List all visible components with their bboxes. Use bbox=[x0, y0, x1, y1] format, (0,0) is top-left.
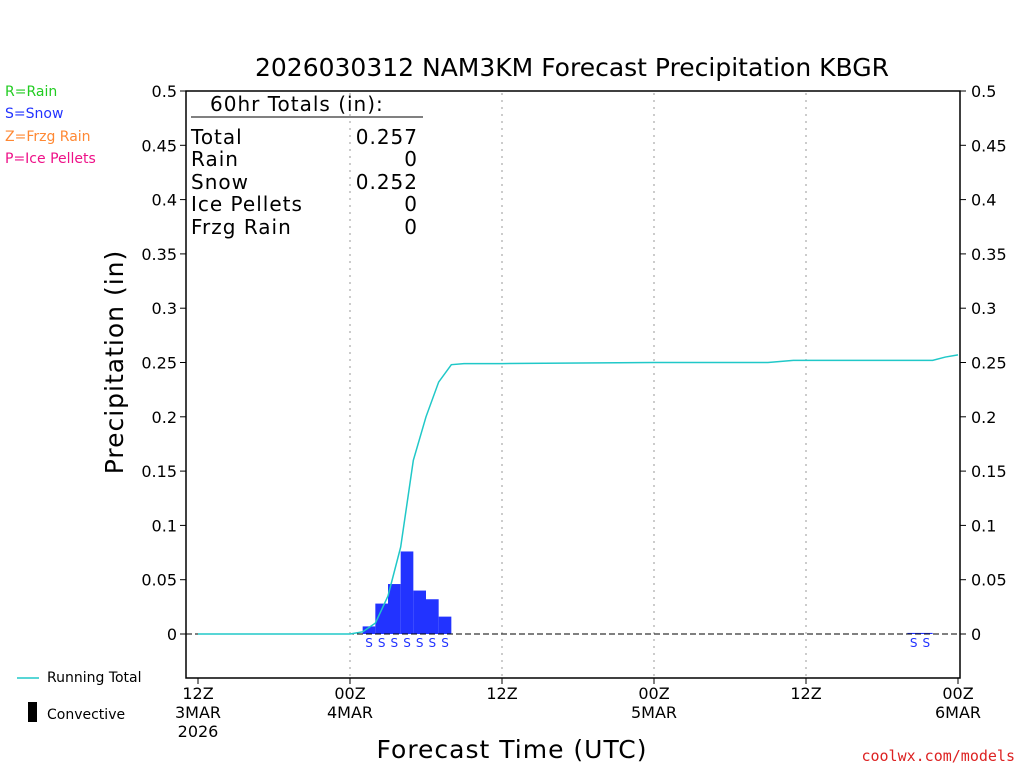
y-axis-ticks: 0.5 0.5 0.45 0.45 0.4 0.4 0.35 0.35 0.3 0.3 0.25 0.… bbox=[141, 82, 1006, 644]
precip-type-label: S bbox=[429, 636, 437, 650]
y-tick-label-left: 0.05 bbox=[141, 571, 177, 590]
y-tick-label-right: 0.45 bbox=[971, 136, 1007, 155]
y-tick-label-left: 0.5 bbox=[152, 82, 177, 101]
x-axis-label: Forecast Time (UTC) bbox=[377, 735, 648, 764]
totals-header: 60hr Totals (in): bbox=[210, 92, 384, 116]
precip-type-label: S bbox=[910, 636, 918, 650]
precip-type-label: S bbox=[391, 636, 399, 650]
x-tick-label: 3MAR bbox=[175, 703, 221, 722]
y-tick-label-right: 0.5 bbox=[971, 82, 996, 101]
totals-box: 60hr Totals (in): Total 0.257 Rain 0 Sno… bbox=[190, 92, 423, 239]
watermark-url: coolwx.com/models bbox=[861, 747, 1015, 765]
precip-bar bbox=[400, 551, 414, 634]
totals-value-total: 0.257 bbox=[356, 125, 418, 149]
precip-type-label: S bbox=[403, 636, 411, 650]
y-tick-label-left: 0.25 bbox=[141, 354, 177, 373]
precip-bar bbox=[413, 590, 426, 634]
totals-label-total: Total bbox=[190, 125, 243, 149]
totals-label-ice-pellets: Ice Pellets bbox=[191, 192, 303, 216]
x-tick-label: 12Z bbox=[182, 684, 213, 703]
y-tick-label-right: 0.05 bbox=[971, 571, 1007, 590]
y-tick-label-left: 0.1 bbox=[152, 516, 177, 535]
hourly-precip-bars bbox=[362, 551, 933, 634]
y-tick-label-left: 0.45 bbox=[141, 136, 177, 155]
precip-bar bbox=[362, 626, 376, 634]
precip-bar bbox=[920, 632, 933, 634]
precip-type-label: S bbox=[378, 636, 386, 650]
ptype-legend-rain: R=Rain bbox=[5, 84, 57, 100]
y-tick-label-right: 0.4 bbox=[971, 191, 996, 210]
convective-legend-label: Convective bbox=[47, 707, 125, 723]
ptype-legend-ice-pellets: P=Ice Pellets bbox=[5, 151, 96, 167]
y-tick-label-right: 0.25 bbox=[971, 354, 1007, 373]
y-tick-label-right: 0.2 bbox=[971, 408, 996, 427]
running-total-legend-label: Running Total bbox=[47, 670, 142, 686]
x-tick-label: 5MAR bbox=[631, 703, 677, 722]
totals-value-rain: 0 bbox=[404, 147, 418, 171]
x-tick-label: 00Z bbox=[334, 684, 365, 703]
plot-frame bbox=[185, 90, 961, 679]
y-tick-label-right: 0.35 bbox=[971, 245, 1007, 264]
precip-bar bbox=[388, 584, 401, 634]
ptype-legend: R=Rain S=Snow Z=Frzg Rain P=Ice Pellets bbox=[5, 84, 96, 167]
bottom-legend: Running Total Convective bbox=[17, 670, 142, 723]
running-total-line bbox=[198, 354, 959, 635]
precip-type-label: S bbox=[923, 636, 931, 650]
precip-type-label: S bbox=[416, 636, 424, 650]
y-tick-label-right: 0.3 bbox=[971, 299, 996, 318]
x-tick-label: 4MAR bbox=[327, 703, 373, 722]
chart-title: 2026030312 NAM3KM Forecast Precipitation… bbox=[255, 53, 889, 82]
ptype-legend-frzg-rain: Z=Frzg Rain bbox=[5, 129, 91, 145]
totals-label-frzg-rain: Frzg Rain bbox=[191, 215, 292, 239]
x-tick-label: 12Z bbox=[790, 684, 821, 703]
y-tick-label-left: 0.2 bbox=[152, 408, 177, 427]
y-axis-label: Precipitation (in) bbox=[100, 250, 129, 475]
totals-value-frzg-rain: 0 bbox=[404, 215, 418, 239]
x-tick-label: 12Z bbox=[486, 684, 517, 703]
y-tick-label-left: 0 bbox=[167, 625, 177, 644]
precip-bar bbox=[375, 603, 388, 634]
convective-legend-swatch bbox=[28, 702, 37, 722]
x-tick-label: 2026 bbox=[178, 722, 219, 741]
totals-value-ice-pellets: 0 bbox=[404, 192, 418, 216]
totals-label-rain: Rain bbox=[191, 147, 239, 171]
precip-type-label: S bbox=[441, 636, 449, 650]
grid-lines bbox=[349, 93, 807, 676]
ptype-legend-snow: S=Snow bbox=[5, 106, 63, 122]
precip-bar bbox=[438, 616, 452, 634]
y-tick-label-left: 0.4 bbox=[152, 191, 177, 210]
y-tick-label-right: 0 bbox=[971, 625, 981, 644]
y-tick-label-left: 0.15 bbox=[141, 462, 177, 481]
precip-type-label: S bbox=[365, 636, 373, 650]
precip-bar bbox=[907, 632, 920, 634]
totals-value-snow: 0.252 bbox=[356, 170, 418, 194]
y-tick-label-right: 0.1 bbox=[971, 516, 996, 535]
x-tick-label: 00Z bbox=[942, 684, 973, 703]
totals-label-snow: Snow bbox=[191, 170, 249, 194]
x-tick-label: 00Z bbox=[638, 684, 669, 703]
y-tick-label-right: 0.15 bbox=[971, 462, 1007, 481]
y-tick-label-left: 0.35 bbox=[141, 245, 177, 264]
precip-bar bbox=[426, 599, 439, 634]
x-tick-label: 6MAR bbox=[935, 703, 981, 722]
y-tick-label-left: 0.3 bbox=[152, 299, 177, 318]
